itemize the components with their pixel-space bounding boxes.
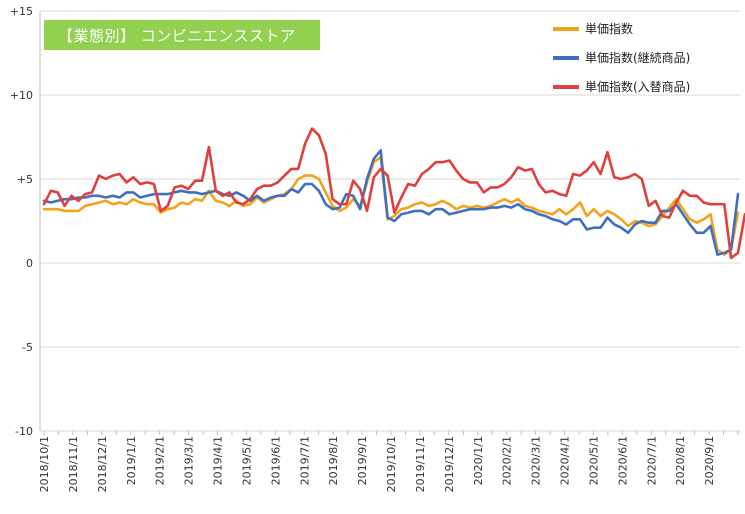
chart-title-box: 【業態別】 コンビニエンスストア: [44, 20, 320, 50]
x-tick-label: 2019/5/1: [240, 436, 253, 485]
gridlines: [39, 10, 740, 432]
x-tick-label: 2020/6/1: [616, 436, 629, 485]
x-tick-label: 2020/8/1: [674, 436, 687, 485]
x-tick-label: 2019/4/1: [212, 436, 225, 485]
series-lines: [42, 127, 745, 260]
x-tick-label: 2020/4/1: [559, 436, 572, 485]
legend-swatch: [553, 26, 579, 31]
x-tick-label: 2019/11/1: [414, 436, 427, 492]
x-tick-label: 2019/7/1: [298, 436, 311, 485]
series-line-1: [42, 155, 740, 256]
x-tick-label: 2020/5/1: [587, 436, 600, 485]
legend-item: 単価指数(入替商品): [553, 72, 743, 101]
y-tick-label: +10: [10, 89, 33, 102]
x-tick-label: 2018/10/1: [38, 436, 51, 492]
x-tick-label: 2019/1/1: [125, 436, 138, 485]
chart-title: 【業態別】 コンビニエンスストア: [58, 26, 296, 45]
legend-swatch: [553, 55, 579, 60]
legend-label: 単価指数(継続商品): [585, 51, 691, 65]
x-tick-label: 2019/6/1: [269, 436, 282, 485]
series-line-3: [42, 127, 745, 260]
x-tick-label: 2020/3/1: [530, 436, 543, 485]
x-tick-label: 2020/7/1: [645, 436, 658, 485]
legend: 単価指数 単価指数(継続商品) 単価指数(入替商品): [553, 14, 743, 101]
series-line-2: [42, 149, 740, 256]
y-tick-label: -10: [15, 425, 33, 438]
y-tick-label: +5: [17, 173, 33, 186]
x-tick-label: 2019/2/1: [154, 436, 167, 485]
legend-item: 単価指数: [553, 14, 743, 43]
legend-label: 単価指数: [585, 22, 634, 36]
x-tick-label: 2020/9/1: [703, 436, 716, 485]
y-tick-label: 0: [26, 257, 33, 270]
x-tick-label: 2019/9/1: [356, 436, 369, 485]
x-tick-label: 2018/12/1: [96, 436, 109, 492]
x-tick-label: 2019/10/1: [385, 436, 398, 492]
x-tick-label: 2019/12/1: [443, 436, 456, 492]
y-tick-label: -5: [22, 341, 33, 354]
x-tick-label: 2019/3/1: [183, 436, 196, 485]
legend-label: 単価指数(入替商品): [585, 80, 691, 94]
y-axis-tick-labels: +15 +10 +5 0 -5 -10: [10, 5, 33, 438]
legend-item: 単価指数(継続商品): [553, 43, 743, 72]
y-tick-label: +15: [10, 5, 33, 18]
x-tick-label: 2019/8/1: [327, 436, 340, 485]
x-tick-label: 2018/11/1: [67, 436, 80, 492]
legend-swatch: [553, 84, 579, 89]
x-tick-label: 2020/2/1: [501, 436, 514, 485]
x-axis-tick-labels: 2018/10/1 2018/11/1 2018/12/1 2019/1/1 2019/…: [38, 431, 739, 492]
x-tick-label: 2020/1/1: [472, 436, 485, 485]
